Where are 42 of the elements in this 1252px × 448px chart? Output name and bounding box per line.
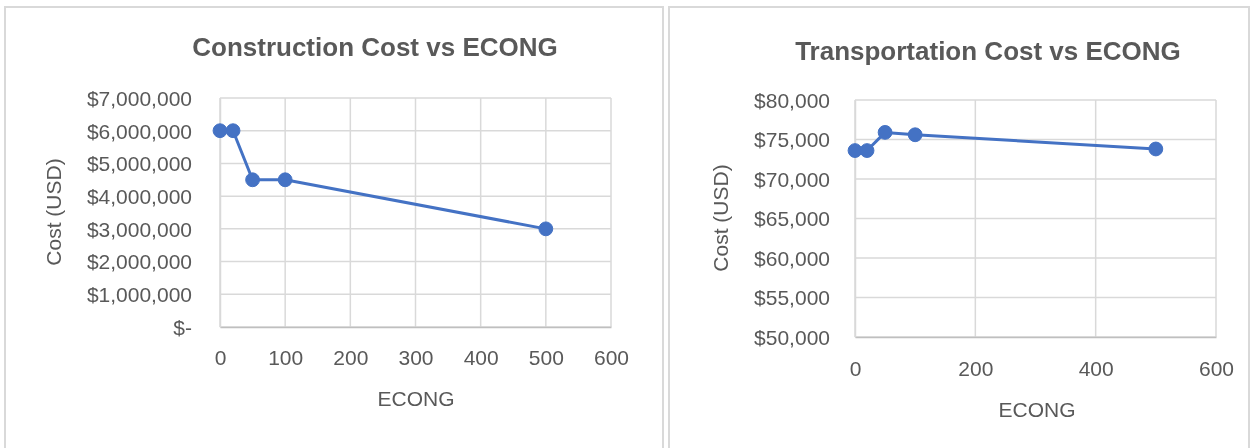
x-tick-label: 600: [1198, 357, 1235, 381]
x-axis-title: ECONG: [998, 398, 1076, 422]
point: [1148, 141, 1164, 157]
y-tick-label: $4,000,000: [86, 184, 192, 208]
y-tick-label: $75,000: [754, 128, 830, 152]
point: [277, 172, 293, 188]
x-tick-label: 100: [268, 346, 304, 370]
y-tick-label: $70,000: [754, 167, 830, 191]
point: [245, 172, 260, 188]
point: [877, 124, 893, 140]
y-tick-label: $7,000,000: [86, 86, 192, 110]
y-tick-label: $3,000,000: [86, 217, 192, 241]
point: [212, 123, 228, 139]
y-axis-title: Cost (USD): [709, 164, 733, 272]
y-tick-label: $60,000: [754, 246, 830, 270]
x-tick-label: 500: [528, 346, 564, 370]
x-tick-label: 300: [398, 346, 434, 370]
y-axis-title: Cost (USD): [42, 158, 66, 266]
y-tick-label: $65,000: [754, 207, 830, 231]
y-tick-label: $6,000,000: [86, 119, 192, 143]
x-tick-label: 600: [593, 346, 630, 370]
chart-title: Transportation Cost vs ECONG: [795, 36, 1181, 66]
y-tick-label: $55,000: [754, 286, 830, 310]
point: [907, 127, 923, 143]
y-tick-label: $-: [173, 315, 192, 339]
y-tick-label: $1,000,000: [86, 283, 192, 307]
y-tick-label: $80,000: [754, 88, 830, 112]
x-tick-label: 400: [1078, 357, 1114, 381]
x-tick-label: 0: [849, 357, 862, 381]
y-tick-label: $50,000: [754, 325, 830, 349]
point: [859, 143, 875, 158]
y-tick-label: $2,000,000: [86, 250, 192, 274]
x-axis-title: ECONG: [377, 387, 455, 411]
x-tick-label: 200: [958, 357, 994, 381]
point: [225, 123, 241, 139]
x-tick-label: 400: [463, 346, 499, 370]
x-tick-label: 0: [214, 346, 227, 370]
point: [847, 143, 863, 158]
point: [538, 221, 554, 237]
chart-title: Construction Cost vs ECONG: [192, 32, 558, 62]
x-tick-label: 200: [333, 346, 369, 370]
y-tick-label: $5,000,000: [86, 152, 192, 176]
